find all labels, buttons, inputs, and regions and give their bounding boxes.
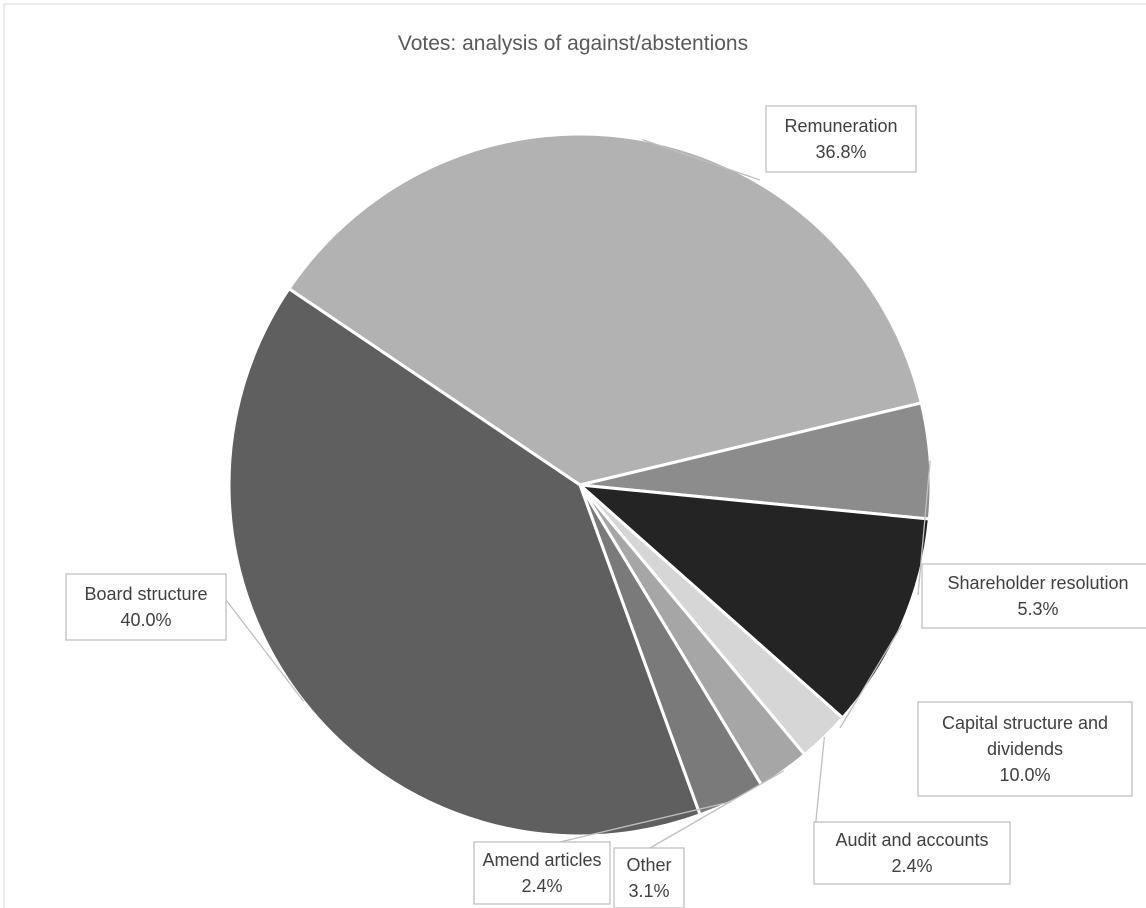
data-label-remuneration: Remuneration 36.8% xyxy=(784,116,897,162)
leader-line-other xyxy=(649,770,785,849)
data-label-box-shareholder-resolution xyxy=(921,563,1146,629)
data-label-amend-articles: Amend articles 2.4% xyxy=(482,850,601,896)
leader-line-amend-articles xyxy=(559,800,732,843)
data-label-callouts: Remuneration 36.8% Shareholder resolution 5… xyxy=(65,105,1146,908)
data-label-percent-board-structure: 40.0% xyxy=(120,610,171,630)
data-label-percent-shareholder-resolution: 5.3% xyxy=(1017,599,1058,619)
leader-line-board-structure xyxy=(225,599,304,702)
data-label-capital-structure-and-dividends: Capital structure and dividends 10.0% xyxy=(942,713,1108,785)
leader-line-capital-structure-and-dividends xyxy=(839,624,903,729)
pie-slices xyxy=(227,132,933,838)
data-label-percent-audit-and-accounts: 2.4% xyxy=(891,856,932,876)
data-label-percent-capital-structure-and-dividends: 10.0% xyxy=(999,765,1050,785)
data-label-percent-other: 3.1% xyxy=(628,881,669,901)
data-label-other: Other 3.1% xyxy=(626,855,671,901)
data-label-board-structure: Board structure 40.0% xyxy=(84,584,207,630)
data-label-box-board-structure xyxy=(65,573,227,641)
leader-line-shareholder-resolution xyxy=(917,460,931,596)
data-label-percent-amend-articles: 2.4% xyxy=(521,876,562,896)
data-label-shareholder-resolution: Shareholder resolution 5.3% xyxy=(947,573,1128,619)
data-label-audit-and-accounts: Audit and accounts 2.4% xyxy=(835,830,988,876)
data-label-box-capital-structure-and-dividends xyxy=(917,701,1133,797)
data-label-box-other xyxy=(613,847,685,908)
data-label-box-remuneration xyxy=(765,105,917,173)
leader-line-remuneration xyxy=(642,138,761,181)
data-label-box-audit-and-accounts xyxy=(813,821,1011,885)
chart-title: Votes: analysis of against/abstentions xyxy=(398,32,748,55)
data-label-box-amend-articles xyxy=(473,841,611,905)
data-label-percent-remuneration: 36.8% xyxy=(815,142,866,162)
